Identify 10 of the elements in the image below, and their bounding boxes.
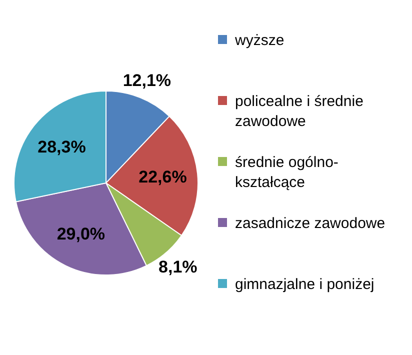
legend-label: zasadnicze zawodowe [235, 214, 386, 232]
legend-label: wyższe [234, 32, 284, 48]
data-label: 29,0% [56, 224, 106, 244]
data-label: 8,1% [158, 257, 198, 276]
data-label: 12,1% [122, 70, 172, 90]
data-label: 28,3% [38, 138, 86, 157]
legend-label: gimnazjalne i poniżej [235, 276, 374, 292]
data-label: 22,6% [138, 168, 187, 187]
legend-label: policealne i średnie zawodowe [235, 92, 364, 130]
legend-label: średnie ogólno-kształcące [235, 154, 338, 190]
